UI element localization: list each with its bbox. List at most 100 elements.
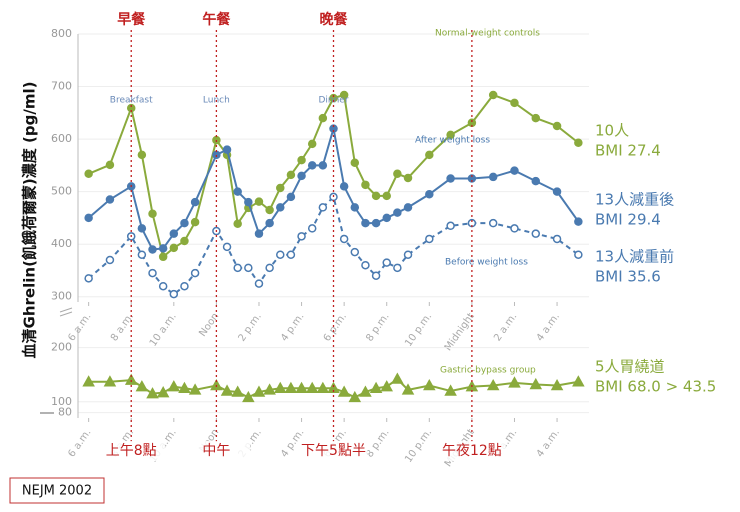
point	[359, 385, 372, 397]
point	[212, 150, 221, 160]
point	[148, 245, 157, 254]
meal-label: 晚餐	[320, 11, 349, 28]
point	[327, 381, 340, 393]
axis-break	[59, 311, 73, 317]
point	[318, 161, 328, 170]
point	[425, 190, 434, 199]
x-tick-label: 2 p.m.	[237, 311, 264, 344]
point	[190, 197, 200, 207]
point	[423, 378, 436, 391]
point	[137, 250, 147, 259]
legend-label: 5人胃繞道	[595, 358, 665, 376]
y-tick-label: 800	[51, 27, 72, 40]
y-tick-label: 500	[51, 185, 72, 198]
point	[574, 138, 583, 148]
x-tick-label: 10 p.m.	[403, 311, 434, 349]
point	[391, 372, 404, 384]
point	[286, 170, 296, 180]
point	[510, 98, 519, 108]
meal-inner-label: Breakfast	[110, 96, 153, 106]
x-tick-label: 2 a.m.	[492, 311, 519, 343]
x-tick-label: 4 a.m.	[535, 311, 562, 343]
x-tick-label: Noon	[197, 311, 221, 339]
point	[167, 380, 181, 392]
y-tick-label: 200	[51, 341, 72, 354]
point	[305, 381, 319, 393]
x-tick-label: 10 p.m.	[403, 427, 434, 465]
point	[369, 381, 383, 393]
point	[574, 217, 583, 226]
point	[146, 387, 159, 399]
point	[284, 381, 298, 393]
point	[339, 234, 349, 244]
x-tick-label: 8 p.m.	[364, 311, 391, 344]
point	[276, 183, 285, 193]
series-inner-label: Before weight loss	[445, 258, 528, 268]
point	[552, 121, 562, 131]
meal-label: 早餐	[117, 11, 146, 28]
point	[158, 252, 168, 262]
point	[220, 384, 234, 396]
point	[265, 218, 274, 228]
point	[273, 381, 287, 393]
point	[307, 224, 317, 233]
y-tick-label: 400	[51, 237, 72, 250]
legend-label: BMI 29.4	[595, 211, 661, 229]
point	[488, 172, 498, 182]
point	[254, 279, 264, 288]
time-label-bg	[299, 441, 368, 461]
legend-label: BMI 35.6	[595, 268, 661, 286]
meal-inner-label: Lunch	[203, 96, 230, 106]
point	[371, 271, 381, 280]
point	[350, 247, 360, 257]
point	[350, 203, 360, 212]
point	[276, 203, 285, 212]
point	[137, 224, 147, 233]
point	[307, 139, 317, 149]
point	[297, 232, 306, 241]
point	[531, 229, 541, 238]
legend-label: 10人	[595, 122, 629, 140]
point	[103, 375, 117, 387]
point	[276, 250, 285, 259]
point	[510, 166, 519, 175]
point	[190, 268, 200, 278]
point	[242, 390, 255, 403]
point	[84, 213, 93, 223]
point	[550, 378, 564, 391]
x-tick-label: 6 a.m.	[66, 427, 93, 459]
point	[339, 182, 349, 191]
point	[401, 383, 415, 395]
point	[297, 171, 306, 181]
y-tick-label: 100	[51, 395, 72, 408]
point	[137, 150, 147, 160]
x-tick-label: 4 a.m.	[535, 427, 562, 459]
x-tick-label: 10 a.m.	[148, 311, 179, 349]
point	[84, 274, 93, 283]
point	[318, 203, 328, 212]
point	[222, 242, 232, 252]
point	[444, 384, 457, 396]
source: NEJM 2002	[22, 484, 92, 499]
point	[105, 255, 115, 265]
point	[252, 385, 266, 397]
point	[244, 263, 253, 273]
point	[286, 250, 296, 259]
point	[178, 381, 191, 393]
point	[124, 373, 138, 385]
point	[486, 378, 500, 391]
legend-label: 13人減重後	[595, 191, 674, 209]
x-tick-label: 8 a.m.	[109, 311, 136, 343]
point	[552, 234, 562, 244]
meal-label: 午餐	[202, 11, 231, 28]
point	[552, 187, 562, 196]
point	[135, 380, 149, 392]
point	[263, 383, 276, 395]
point	[222, 145, 232, 154]
point	[265, 263, 274, 273]
point	[158, 281, 168, 291]
x-tick-label: 8 p.m.	[364, 427, 391, 460]
point	[380, 380, 394, 392]
point	[339, 90, 349, 100]
